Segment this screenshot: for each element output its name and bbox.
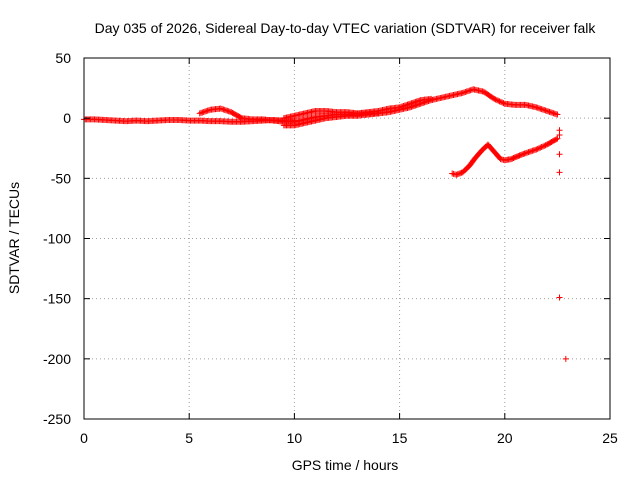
x-tick-label: 15: [392, 430, 408, 446]
data-point: [541, 142, 548, 149]
outlier-point: [556, 294, 563, 301]
data-point: [500, 100, 507, 107]
y-tick-label: -250: [43, 411, 71, 427]
y-tick-label: -150: [43, 291, 71, 307]
data-point: [291, 117, 298, 124]
data-point: [497, 98, 504, 105]
y-tick-label: -200: [43, 351, 71, 367]
y-tick-label: 0: [63, 110, 71, 126]
axis-ticks: 0 5 10 15 20 25 50 0 -50 -100 -150 -200 -250: [43, 50, 618, 446]
outlier-point: [562, 355, 569, 362]
data-point: [496, 98, 503, 105]
data-point: [538, 144, 545, 151]
data-point: [491, 95, 498, 102]
x-tick-label: 10: [287, 430, 303, 446]
data-points: [81, 86, 569, 362]
data-point: [428, 95, 435, 102]
data-point: [375, 110, 382, 117]
data-point: [534, 145, 541, 152]
data-point: [533, 146, 540, 153]
data-point: [493, 97, 500, 104]
x-tick-label: 5: [185, 430, 193, 446]
data-point: [539, 143, 546, 150]
data-point: [499, 99, 506, 106]
y-axis-label: SDTVAR / TECUs: [6, 182, 22, 294]
outlier-point: [556, 151, 563, 158]
y-tick-label: -50: [51, 170, 71, 186]
data-point: [554, 135, 561, 142]
data-point: [553, 136, 560, 143]
y-tick-label: 50: [55, 50, 71, 66]
chart-title: Day 035 of 2026, Sidereal Day-to-day VTE…: [95, 20, 597, 36]
x-tick-label: 25: [602, 430, 618, 446]
outlier-point: [556, 169, 563, 176]
data-point: [554, 111, 561, 118]
data-point: [492, 96, 499, 103]
outlier-point: [556, 132, 563, 139]
data-point: [537, 144, 544, 151]
data-point: [535, 145, 542, 152]
y-tick-label: -100: [43, 231, 71, 247]
data-point: [495, 97, 502, 104]
x-tick-label: 20: [497, 430, 513, 446]
x-tick-label: 0: [80, 430, 88, 446]
x-axis-label: GPS time / hours: [292, 457, 399, 473]
